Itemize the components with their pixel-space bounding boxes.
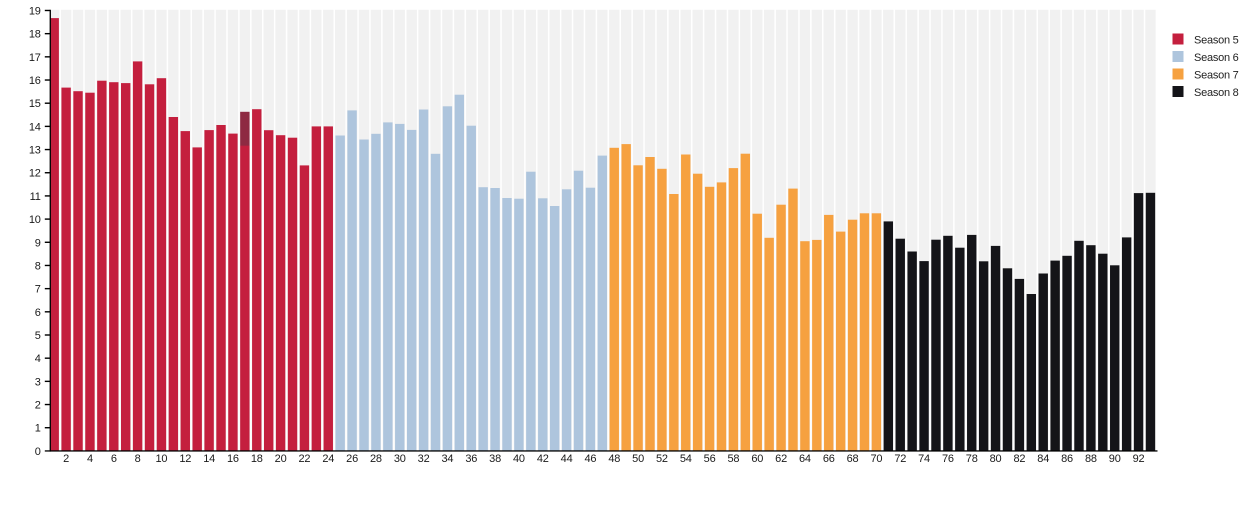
svg-text:36: 36	[465, 453, 477, 465]
svg-text:4: 4	[35, 353, 41, 365]
svg-text:58: 58	[727, 453, 739, 465]
svg-text:17: 17	[29, 52, 41, 64]
svg-text:26: 26	[346, 453, 358, 465]
svg-text:78: 78	[966, 453, 978, 465]
svg-text:4: 4	[87, 453, 93, 465]
svg-text:3: 3	[35, 376, 41, 388]
svg-text:46: 46	[584, 453, 596, 465]
svg-text:88: 88	[1085, 453, 1097, 465]
svg-text:54: 54	[680, 453, 692, 465]
svg-text:32: 32	[418, 453, 430, 465]
svg-text:24: 24	[322, 453, 334, 465]
svg-text:64: 64	[799, 453, 811, 465]
svg-text:7: 7	[35, 284, 41, 296]
svg-text:82: 82	[1013, 453, 1025, 465]
svg-text:90: 90	[1109, 453, 1121, 465]
svg-text:16: 16	[227, 453, 239, 465]
svg-text:80: 80	[990, 453, 1002, 465]
svg-text:38: 38	[489, 453, 501, 465]
svg-text:6: 6	[35, 307, 41, 319]
svg-text:15: 15	[29, 98, 41, 110]
svg-text:6: 6	[111, 453, 117, 465]
svg-text:8: 8	[35, 260, 41, 272]
svg-text:40: 40	[513, 453, 525, 465]
svg-text:13: 13	[29, 145, 41, 157]
svg-text:Season 8: Season 8	[1194, 87, 1239, 99]
svg-text:19: 19	[29, 5, 41, 17]
svg-text:84: 84	[1037, 453, 1049, 465]
svg-text:50: 50	[632, 453, 644, 465]
svg-text:20: 20	[275, 453, 287, 465]
svg-text:12: 12	[29, 168, 41, 180]
svg-text:16: 16	[29, 75, 41, 87]
svg-text:56: 56	[704, 453, 716, 465]
svg-text:8: 8	[135, 453, 141, 465]
svg-text:68: 68	[847, 453, 859, 465]
svg-text:28: 28	[370, 453, 382, 465]
svg-text:Season 7: Season 7	[1194, 70, 1239, 82]
svg-text:52: 52	[656, 453, 668, 465]
svg-text:Season 6: Season 6	[1194, 52, 1239, 64]
svg-text:48: 48	[608, 453, 620, 465]
svg-text:9: 9	[35, 237, 41, 249]
svg-text:2: 2	[63, 453, 69, 465]
svg-text:76: 76	[942, 453, 954, 465]
svg-text:86: 86	[1061, 453, 1073, 465]
svg-text:62: 62	[775, 453, 787, 465]
svg-text:10: 10	[29, 214, 41, 226]
svg-text:11: 11	[30, 191, 41, 203]
svg-text:44: 44	[561, 453, 573, 465]
svg-text:34: 34	[442, 453, 454, 465]
svg-text:74: 74	[918, 453, 930, 465]
svg-text:1: 1	[35, 423, 41, 435]
svg-text:92: 92	[1133, 453, 1145, 465]
svg-text:18: 18	[251, 453, 263, 465]
svg-text:2: 2	[35, 400, 41, 412]
svg-text:14: 14	[203, 453, 215, 465]
svg-text:22: 22	[299, 453, 311, 465]
svg-text:10: 10	[156, 453, 168, 465]
svg-text:0: 0	[35, 446, 41, 458]
svg-text:72: 72	[894, 453, 906, 465]
svg-text:66: 66	[823, 453, 835, 465]
svg-text:30: 30	[394, 453, 406, 465]
svg-text:14: 14	[29, 121, 41, 133]
svg-text:70: 70	[870, 453, 882, 465]
svg-text:18: 18	[29, 29, 41, 41]
svg-text:42: 42	[537, 453, 549, 465]
svg-text:60: 60	[751, 453, 763, 465]
svg-text:5: 5	[35, 330, 41, 342]
svg-text:Season 5: Season 5	[1194, 35, 1239, 47]
svg-text:12: 12	[179, 453, 191, 465]
